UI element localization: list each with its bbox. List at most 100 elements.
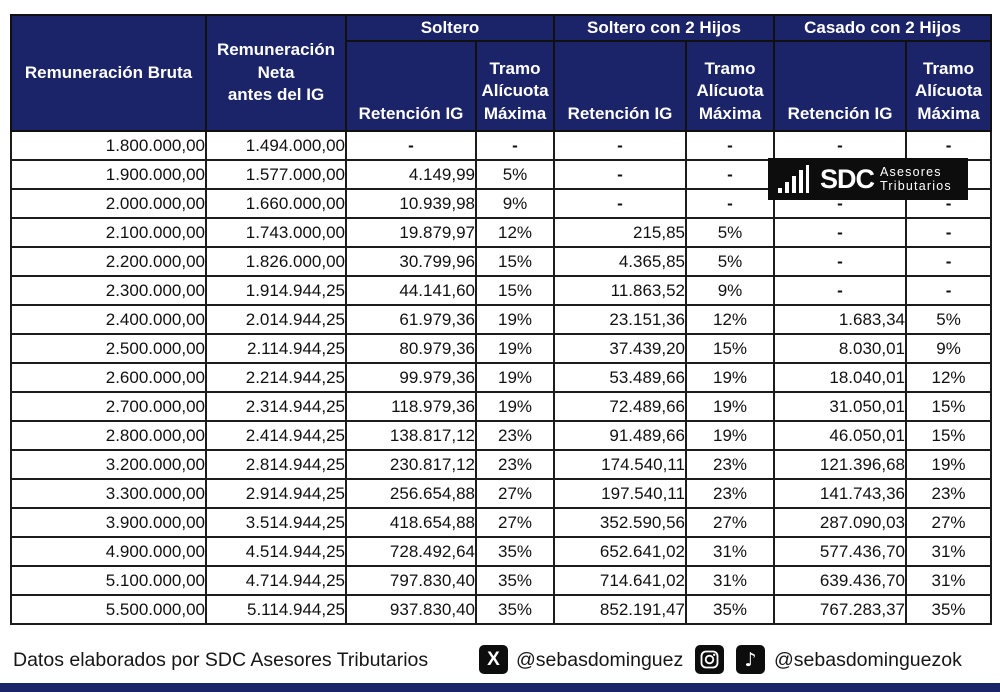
cell-amount: 230.817,12 xyxy=(345,449,477,480)
cell-amount: 2.600.000,00 xyxy=(10,362,207,393)
cell-rate: 31% xyxy=(905,536,993,567)
cell-amount: 4.149,99 xyxy=(345,159,477,190)
cell-rate: 15% xyxy=(905,420,993,451)
cell-rate: - xyxy=(905,246,993,277)
header-group-casado-2-hijos: Casado con 2 Hijos xyxy=(773,14,993,42)
cell-amount: 1.826.000,00 xyxy=(205,246,347,277)
cell-amount: 215,85 xyxy=(553,217,687,248)
cell-rate: 9% xyxy=(684,275,776,306)
cell-amount: 31.050,01 xyxy=(773,391,908,422)
header-remuneracion-bruta: Remuneración Bruta xyxy=(10,14,207,132)
cell-amount: 256.654,88 xyxy=(345,478,477,509)
table-row: 2.300.000,00 1.914.944,25 44.141,60 15% 11.8… xyxy=(10,275,993,306)
cell-amount: 4.365,85 xyxy=(553,246,687,277)
cell-amount: 30.799,96 xyxy=(345,246,477,277)
cell-rate: 35% xyxy=(905,594,993,625)
cell-rate: 12% xyxy=(684,304,776,335)
cell-amount: - xyxy=(553,159,687,190)
cell-amount: 1.900.000,00 xyxy=(10,159,207,190)
cell-amount: 2.200.000,00 xyxy=(10,246,207,277)
cell-amount: 577.436,70 xyxy=(773,536,908,567)
cell-amount: 1.800.000,00 xyxy=(10,130,207,161)
cell-rate: - xyxy=(684,130,776,161)
cell-amount: 2.414.944,25 xyxy=(205,420,347,451)
cell-amount: 1.914.944,25 xyxy=(205,275,347,306)
bottom-accent-bar xyxy=(0,683,1000,692)
cell-rate: 31% xyxy=(684,565,776,596)
cell-amount: 352.590,56 xyxy=(553,507,687,538)
cell-amount: 23.151,36 xyxy=(553,304,687,335)
cell-amount: 418.654,88 xyxy=(345,507,477,538)
cell-amount: 797.830,40 xyxy=(345,565,477,596)
cell-amount: 10.939,98 xyxy=(345,188,477,219)
cell-rate: 31% xyxy=(905,565,993,596)
cell-amount: 2.400.000,00 xyxy=(10,304,207,335)
cell-amount: 5.114.944,25 xyxy=(205,594,347,625)
cell-amount: 11.863,52 xyxy=(553,275,687,306)
cell-amount: 2.100.000,00 xyxy=(10,217,207,248)
header-tramo-soltero-2-hijos: Tramo Alícuota Máxima xyxy=(684,40,776,132)
cell-amount: 5.500.000,00 xyxy=(10,594,207,625)
cell-rate: 35% xyxy=(475,594,555,625)
cell-rate: 15% xyxy=(475,275,555,306)
cell-amount: 72.489,66 xyxy=(553,391,687,422)
cell-rate: 15% xyxy=(905,391,993,422)
cell-rate: 23% xyxy=(684,449,776,480)
cell-rate: 23% xyxy=(684,478,776,509)
cell-amount: 5.100.000,00 xyxy=(10,565,207,596)
cell-rate: 19% xyxy=(684,420,776,451)
cell-amount: 118.979,36 xyxy=(345,391,477,422)
cell-rate: - xyxy=(475,130,555,161)
cell-amount: 2.114.944,25 xyxy=(205,333,347,364)
x-icon: X xyxy=(479,645,508,674)
cell-amount: 2.314.944,25 xyxy=(205,391,347,422)
cell-amount: 2.914.944,25 xyxy=(205,478,347,509)
cell-amount: 1.660.000,00 xyxy=(205,188,347,219)
cell-amount: 46.050,01 xyxy=(773,420,908,451)
header-group-soltero-2-hijos: Soltero con 2 Hijos xyxy=(552,14,776,42)
cell-amount: - xyxy=(773,130,908,161)
bar-chart-icon xyxy=(778,165,809,193)
cell-rate: 27% xyxy=(905,507,993,538)
header-tramo-soltero: Tramo Alícuota Máxima xyxy=(475,40,555,132)
table-row: 2.700.000,00 2.314.944,25 118.979,36 19% 72.… xyxy=(10,391,993,422)
cell-rate: 15% xyxy=(475,246,555,277)
credit-text: Datos elaborados por SDC Asesores Tribut… xyxy=(13,649,429,671)
cell-amount: 99.979,36 xyxy=(345,362,477,393)
cell-amount: 2.814.944,25 xyxy=(205,449,347,480)
cell-amount: 1.683,34 xyxy=(773,304,908,335)
cell-amount: - xyxy=(773,246,908,277)
cell-amount: 767.283,37 xyxy=(773,594,908,625)
sdc-logo-brand: SDC xyxy=(820,163,875,194)
table-row: 4.900.000,00 4.514.944,25 728.492,64 35% 652… xyxy=(10,536,993,567)
cell-amount: 3.300.000,00 xyxy=(10,478,207,509)
cell-rate: 19% xyxy=(684,362,776,393)
cell-amount: 138.817,12 xyxy=(345,420,477,451)
cell-rate: 19% xyxy=(475,304,555,335)
cell-amount: - xyxy=(553,188,687,219)
header-tramo-casado-2-hijos: Tramo Alícuota Máxima xyxy=(905,40,993,132)
cell-rate: 35% xyxy=(475,565,555,596)
cell-rate: - xyxy=(684,188,776,219)
header-retencion-ig-soltero-2-hijos: Retención IG xyxy=(553,40,687,132)
cell-amount: 121.396,68 xyxy=(773,449,908,480)
cell-amount: 4.900.000,00 xyxy=(10,536,207,567)
cell-rate: 31% xyxy=(684,536,776,567)
cell-amount: 728.492,64 xyxy=(345,536,477,567)
cell-amount: - xyxy=(773,275,908,306)
cell-amount: 2.300.000,00 xyxy=(10,275,207,306)
cell-rate: 27% xyxy=(684,507,776,538)
table-row: 1.800.000,00 1.494.000,00- - - - - - xyxy=(10,130,993,161)
cell-rate: 12% xyxy=(905,362,993,393)
cell-amount: 91.489,66 xyxy=(553,420,687,451)
cell-rate: 23% xyxy=(475,420,555,451)
cell-rate: 5% xyxy=(684,246,776,277)
cell-amount: 3.514.944,25 xyxy=(205,507,347,538)
header-remuneracion-neta: Remuneración Neta antes del IG xyxy=(205,14,347,132)
cell-rate: 27% xyxy=(475,478,555,509)
cell-amount: 8.030,01 xyxy=(773,333,908,364)
cell-rate: 19% xyxy=(905,449,993,480)
cell-amount: 2.000.000,00 xyxy=(10,188,207,219)
cell-amount: 2.500.000,00 xyxy=(10,333,207,364)
